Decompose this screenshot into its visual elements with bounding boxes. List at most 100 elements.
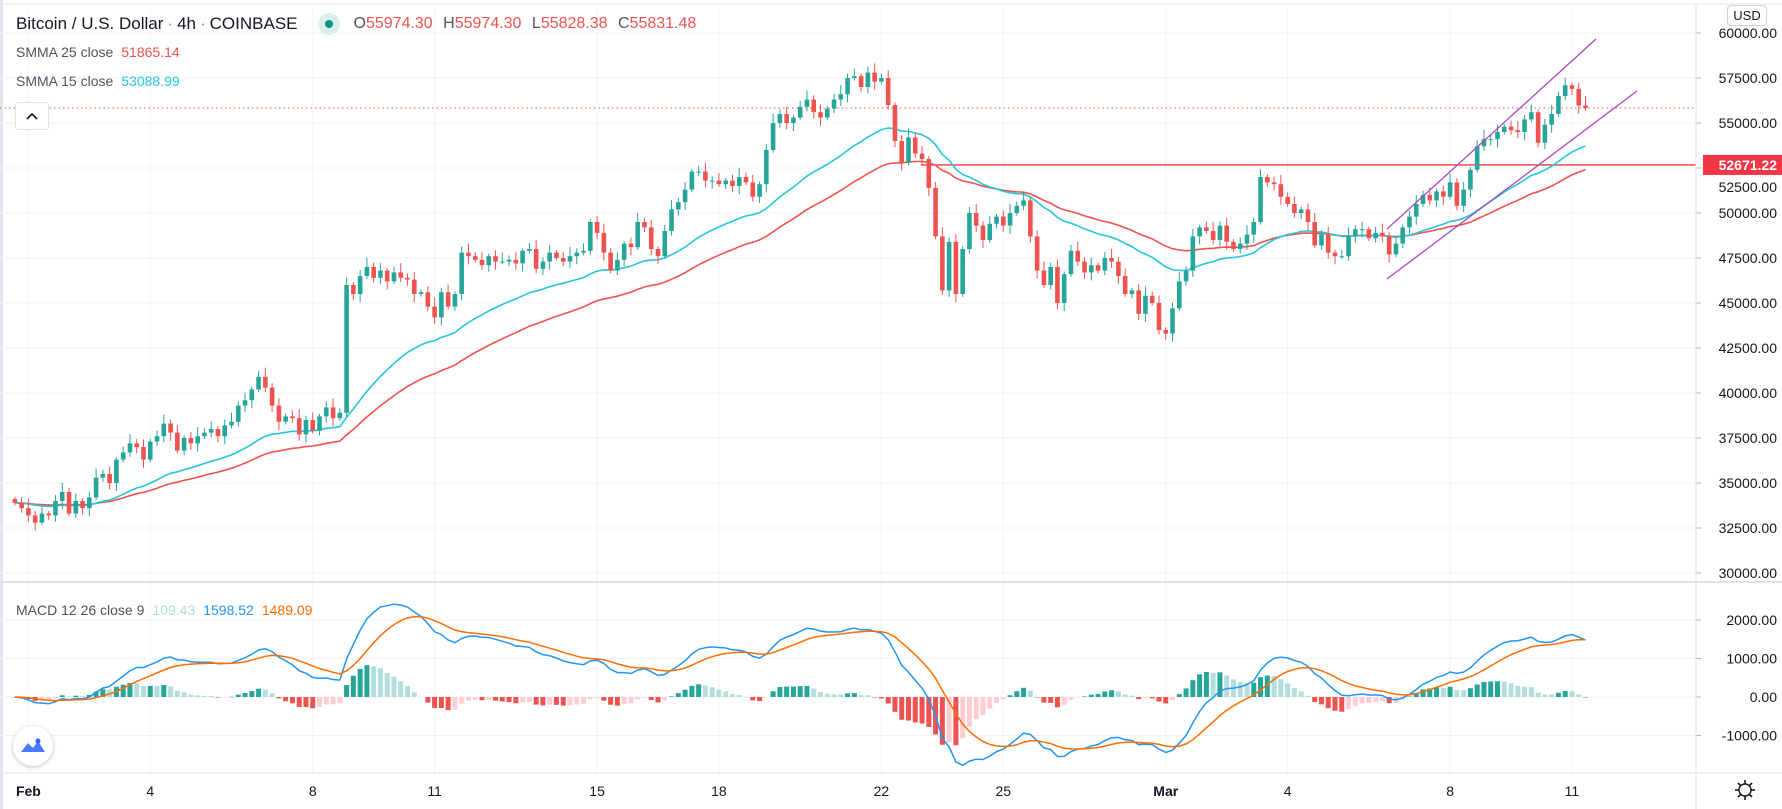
candle — [1413, 194, 1419, 225]
candle — [459, 246, 464, 301]
macd-axis-label: 1000.00 — [1726, 651, 1777, 667]
candle — [1007, 203, 1013, 234]
candle — [1508, 120, 1514, 135]
candle-body — [797, 106, 803, 118]
candle — [682, 182, 688, 211]
candle-body — [1007, 213, 1013, 226]
candle — [960, 246, 965, 297]
macd-histogram-bar — [906, 697, 911, 721]
candle-body — [594, 222, 600, 233]
candle — [831, 93, 837, 114]
candle — [547, 245, 552, 270]
candle-body — [1217, 225, 1223, 240]
candle-body — [229, 421, 234, 426]
candle-body — [195, 436, 200, 444]
candle-body — [743, 177, 749, 183]
candle — [12, 496, 18, 506]
candle — [1501, 123, 1507, 135]
candle — [168, 419, 173, 441]
candle-body — [858, 76, 864, 87]
smma25-legend[interactable]: SMMA 25 close 51865.14 — [16, 44, 180, 60]
candle — [1319, 230, 1324, 250]
currency-button[interactable]: USD — [1727, 5, 1767, 26]
macd-hist-value: 109.43 — [152, 602, 196, 618]
candle — [1204, 221, 1209, 234]
macd-histogram-bar — [1129, 695, 1135, 697]
candle — [1522, 115, 1527, 141]
macd-histogram-bar — [140, 685, 146, 697]
candle — [892, 102, 898, 148]
candle-body — [1569, 85, 1575, 89]
settings-gear-icon[interactable] — [1733, 778, 1757, 802]
candle — [330, 398, 336, 427]
candle — [1353, 224, 1358, 243]
candle — [588, 219, 593, 256]
macd-histogram-bar — [892, 697, 898, 712]
macd-histogram-bar — [452, 697, 458, 710]
candle — [872, 63, 877, 90]
candle — [1468, 167, 1473, 198]
smma25-value: 51865.14 — [121, 44, 180, 60]
candle — [229, 412, 234, 429]
macd-histogram-bar — [526, 697, 532, 702]
candle-body — [1339, 256, 1345, 258]
macd-histogram-bar — [249, 691, 255, 697]
candle-body — [1000, 216, 1006, 226]
candle-body — [608, 252, 613, 271]
exchange: COINBASE — [209, 14, 298, 33]
macd-histogram-bar — [377, 668, 383, 697]
macd-histogram-bar — [1576, 694, 1582, 697]
candle — [486, 253, 492, 272]
candle — [256, 370, 261, 393]
candle — [19, 496, 24, 513]
candle-body — [500, 261, 505, 263]
candle-body — [879, 78, 884, 82]
candle — [1278, 175, 1284, 205]
tradingview-logo-button[interactable] — [13, 726, 53, 766]
candle — [906, 128, 911, 166]
candle — [940, 227, 945, 295]
candle-body — [1285, 196, 1290, 204]
smma15-legend[interactable]: SMMA 15 close 53088.99 — [16, 73, 180, 89]
macd-legend[interactable]: MACD 12 26 close 9 109.43 1598.52 1489.09 — [16, 602, 312, 618]
candle-body — [330, 407, 336, 419]
candle-body — [161, 423, 167, 437]
macd-histogram-bar — [953, 697, 959, 746]
macd-histogram-bar — [1555, 692, 1561, 697]
candle-body — [486, 256, 492, 266]
candle — [1109, 248, 1114, 268]
candle-body — [655, 249, 661, 257]
macd-histogram-bar — [533, 697, 539, 705]
candle — [574, 248, 580, 265]
candle-body — [337, 412, 343, 419]
candle — [1386, 232, 1392, 263]
candle — [310, 412, 316, 434]
macd-histogram-bar — [1488, 681, 1494, 697]
candle — [384, 267, 390, 290]
macd-histogram-bar — [865, 695, 871, 697]
ohlc-values: O55974.30 H55974.30 L55828.38 C55831.48 — [354, 15, 703, 33]
collapse-legend-button[interactable] — [15, 102, 49, 130]
macd-histogram-bar — [1142, 697, 1148, 699]
candle — [154, 430, 160, 447]
macd-histogram-bar — [1583, 697, 1588, 698]
candle — [445, 284, 451, 310]
candle-body — [791, 117, 796, 123]
candle-body — [1542, 124, 1548, 143]
symbol-legend[interactable]: Bitcoin / U.S. Dollar · 4h · COINBASE O5… — [16, 13, 702, 35]
candle — [1000, 210, 1006, 232]
candle — [1231, 239, 1236, 252]
macd-histogram-bar — [1325, 697, 1331, 709]
symbol-name: Bitcoin / U.S. Dollar — [16, 14, 164, 33]
macd-histogram-bar — [242, 693, 248, 697]
candle — [1183, 266, 1189, 286]
separator: · — [167, 14, 174, 33]
macd-histogram-bar — [1115, 691, 1121, 697]
candle-body — [601, 232, 607, 253]
candle — [73, 493, 79, 519]
macd-histogram-bar — [1163, 697, 1169, 704]
candle-body — [588, 222, 593, 251]
candle — [263, 367, 268, 393]
